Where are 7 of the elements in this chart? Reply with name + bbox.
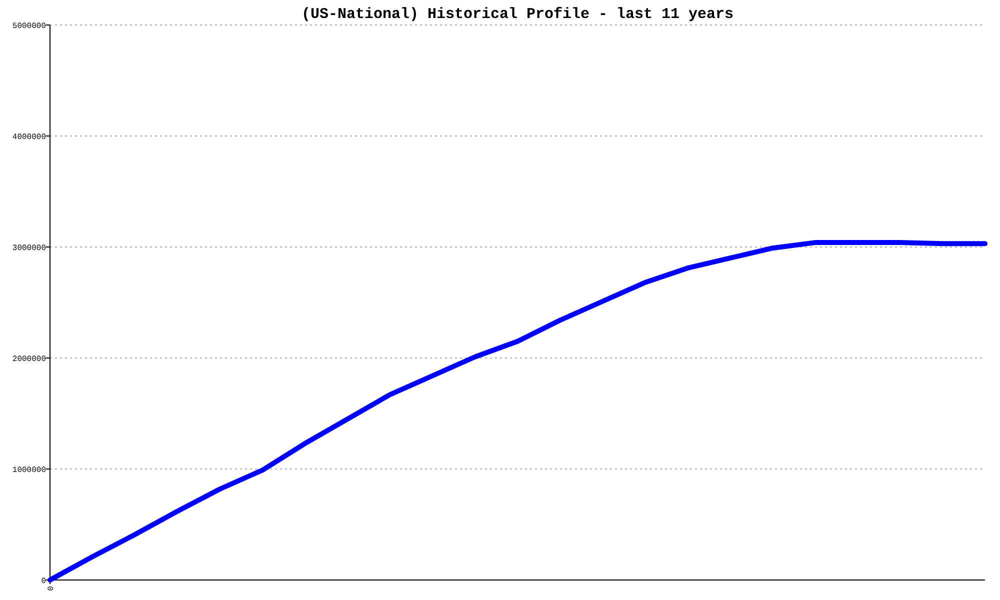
chart-title: (US-National) Historical Profile - last 11 years <box>301 6 734 23</box>
y-tick-label: 5000000 <box>12 22 46 31</box>
y-tick-label: 1000000 <box>12 466 46 475</box>
y-tick-label: 4000000 <box>12 132 46 142</box>
y-tick-label: 2000000 <box>12 354 46 364</box>
y-tick-label: 3000000 <box>12 244 46 253</box>
category-label: 0 <box>46 586 56 591</box>
